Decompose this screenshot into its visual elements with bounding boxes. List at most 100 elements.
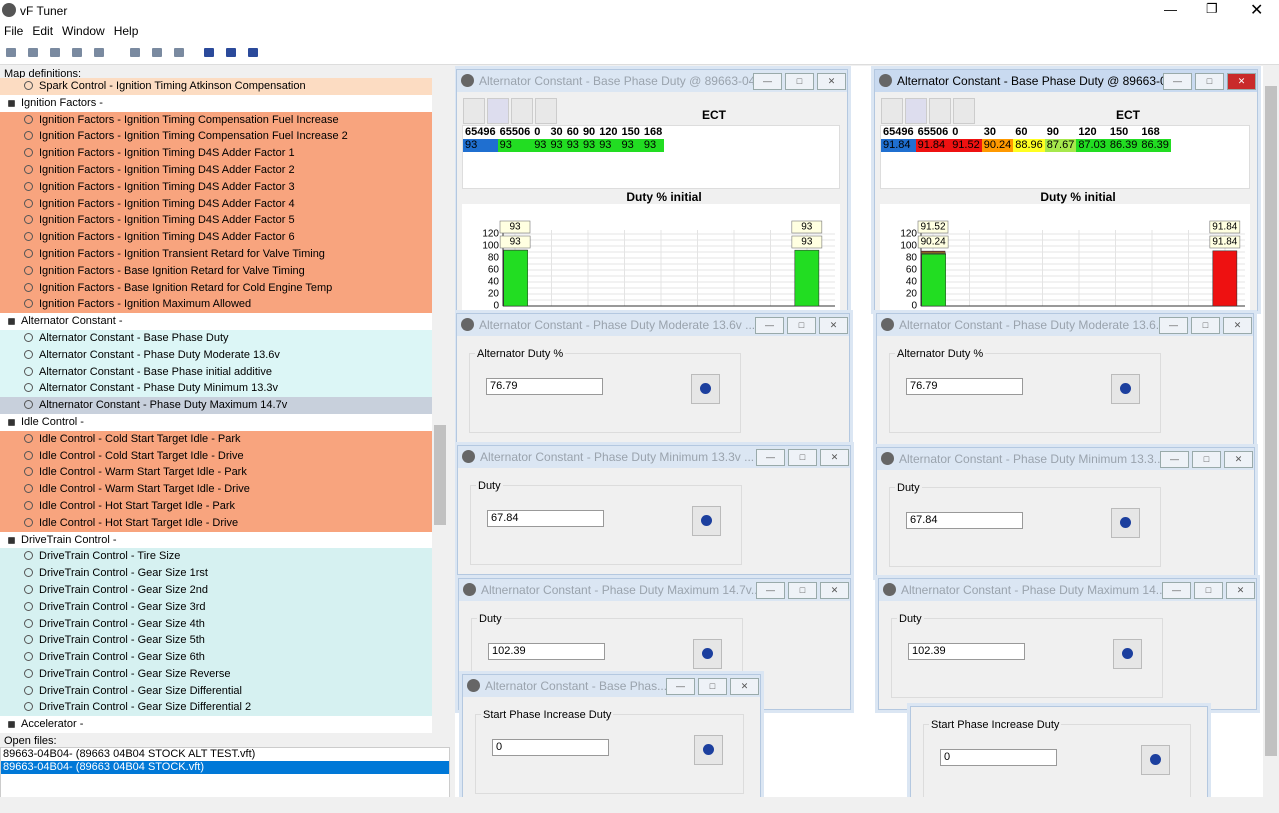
menu-item[interactable]: Help: [113, 24, 139, 38]
tool-button[interactable]: [72, 48, 82, 57]
minimize[interactable]: —: [1160, 451, 1189, 468]
close[interactable]: ✕: [1224, 451, 1253, 468]
cell[interactable]: 90.24: [981, 139, 1014, 152]
minimize[interactable]: —: [1164, 2, 1177, 17]
minimize[interactable]: —: [756, 582, 785, 599]
minimize[interactable]: —: [1162, 582, 1191, 599]
map-item[interactable]: Alternator Constant - Phase Duty Moderat…: [0, 346, 432, 364]
map-item[interactable]: Alternator Constant - Base Phase initial…: [0, 363, 432, 381]
map-item[interactable]: Ignition Factors - Ignition Timing Compe…: [0, 128, 432, 146]
menu-item[interactable]: Window: [62, 24, 105, 38]
cell[interactable]: 93: [548, 139, 565, 152]
close[interactable]: ✕: [820, 582, 849, 599]
map-item[interactable]: Ignition Factors - Ignition Timing D4S A…: [0, 229, 432, 246]
map-item[interactable]: Ignition Factors - Ignition Timing D4S A…: [0, 145, 432, 162]
tool-button[interactable]: [905, 98, 927, 124]
map-item[interactable]: Altnernator Constant - Phase Duty Maximu…: [0, 397, 432, 414]
tool-button[interactable]: [535, 98, 557, 124]
scrollbar[interactable]: [1263, 66, 1279, 797]
cell[interactable]: 87.67: [1044, 139, 1077, 152]
cell[interactable]: 86.39: [1107, 139, 1140, 152]
tool-button[interactable]: [204, 48, 214, 57]
cell[interactable]: 93: [532, 139, 549, 152]
value-input[interactable]: 76.79: [486, 378, 603, 395]
map-item[interactable]: Ignition Factors - Ignition Timing D4S A…: [0, 212, 432, 230]
map-item[interactable]: DriveTrain Control - Gear Size 5th: [0, 632, 432, 650]
tool-button[interactable]: [28, 48, 38, 57]
tool-button[interactable]: [929, 98, 951, 124]
cell[interactable]: 86.39: [1139, 139, 1171, 152]
value-input[interactable]: 67.84: [487, 510, 604, 527]
tool-button[interactable]: [226, 48, 236, 57]
group-header[interactable]: Ignition Factors -: [0, 95, 432, 112]
close[interactable]: ✕: [1250, 2, 1264, 19]
minimize[interactable]: —: [666, 678, 695, 695]
map-item[interactable]: Idle Control - Warm Start Target Idle - …: [0, 481, 432, 498]
tool-button[interactable]: [881, 98, 903, 124]
menu-item[interactable]: Edit: [32, 24, 54, 38]
map-item[interactable]: DriveTrain Control - Gear Size 2nd: [0, 581, 432, 599]
group-header[interactable]: DriveTrain Control -: [0, 532, 432, 549]
tool-button[interactable]: [50, 48, 60, 57]
cell[interactable]: 93: [463, 139, 498, 152]
minimize[interactable]: —: [756, 449, 785, 466]
info-button[interactable]: [692, 506, 721, 536]
close[interactable]: ✕: [817, 73, 846, 90]
maximize[interactable]: □: [1191, 317, 1220, 334]
tool-button[interactable]: [487, 98, 509, 124]
map-item[interactable]: DriveTrain Control - Gear Size Different…: [0, 682, 432, 700]
maximize[interactable]: □: [788, 449, 817, 466]
cell[interactable]: 91.84: [915, 139, 951, 152]
tool-button[interactable]: [953, 98, 975, 124]
group-header[interactable]: Idle Control -: [0, 414, 432, 431]
close[interactable]: ✕: [1226, 582, 1255, 599]
map-item[interactable]: Ignition Factors - Ignition Timing Compe…: [0, 111, 432, 129]
info-button[interactable]: [694, 735, 723, 765]
map-item[interactable]: Idle Control - Warm Start Target Idle - …: [0, 464, 432, 482]
minimize[interactable]: —: [753, 73, 782, 90]
cell[interactable]: 87.03: [1076, 139, 1108, 152]
close[interactable]: ✕: [820, 449, 849, 466]
value-input[interactable]: 67.84: [906, 512, 1023, 529]
cell[interactable]: 88.96: [1013, 139, 1045, 152]
scrollbar[interactable]: [432, 80, 448, 733]
menu-item[interactable]: File: [4, 24, 24, 38]
restore[interactable]: ❐: [1206, 1, 1218, 16]
map-item[interactable]: DriveTrain Control - Gear Size 6th: [0, 649, 432, 666]
map-item[interactable]: DriveTrain Control - Gear Size 3rd: [0, 598, 432, 616]
close[interactable]: ✕: [730, 678, 759, 695]
map-item[interactable]: Idle Control - Cold Start Target Idle - …: [0, 447, 432, 465]
close[interactable]: ✕: [1227, 73, 1256, 90]
map-item[interactable]: Alternator Constant - Base Phase Duty: [0, 329, 432, 347]
map-item[interactable]: DriveTrain Control - Tire Size: [0, 548, 432, 566]
map-item[interactable]: DriveTrain Control - Gear Size Different…: [0, 699, 432, 717]
scroll-thumb[interactable]: [1265, 86, 1277, 756]
maximize[interactable]: □: [785, 73, 814, 90]
map-item[interactable]: DriveTrain Control - Gear Size 4th: [0, 615, 432, 633]
info-button[interactable]: [1111, 374, 1140, 404]
info-button[interactable]: [1113, 639, 1142, 669]
tool-button[interactable]: [152, 48, 162, 57]
minimize[interactable]: —: [755, 317, 784, 334]
map-item[interactable]: Spark Control - Ignition Timing Atkinson…: [0, 78, 432, 95]
value-input[interactable]: 102.39: [908, 643, 1025, 660]
maximize[interactable]: □: [788, 582, 817, 599]
maximize[interactable]: □: [1195, 73, 1224, 90]
maximize[interactable]: □: [1192, 451, 1221, 468]
cell[interactable]: 93: [597, 139, 620, 152]
map-item[interactable]: Ignition Factors - Ignition Timing D4S A…: [0, 178, 432, 196]
map-item[interactable]: Ignition Factors - Base Ignition Retard …: [0, 279, 432, 297]
map-item[interactable]: Idle Control - Hot Start Target Idle - P…: [0, 497, 432, 515]
map-item[interactable]: Ignition Factors - Ignition Transient Re…: [0, 245, 432, 263]
cell[interactable]: 93: [564, 139, 581, 152]
value-input[interactable]: 0: [940, 749, 1057, 766]
value-input[interactable]: 102.39: [488, 643, 605, 660]
value-input[interactable]: 76.79: [906, 378, 1023, 395]
scroll-thumb[interactable]: [434, 425, 446, 525]
tool-button[interactable]: [130, 48, 140, 57]
open-file[interactable]: 89663-04B04- (89663 04B04 STOCK ALT TEST…: [3, 748, 256, 760]
info-button[interactable]: [691, 374, 720, 404]
tool-button[interactable]: [511, 98, 533, 124]
minimize[interactable]: —: [1163, 73, 1192, 90]
tool-button[interactable]: [248, 48, 258, 57]
